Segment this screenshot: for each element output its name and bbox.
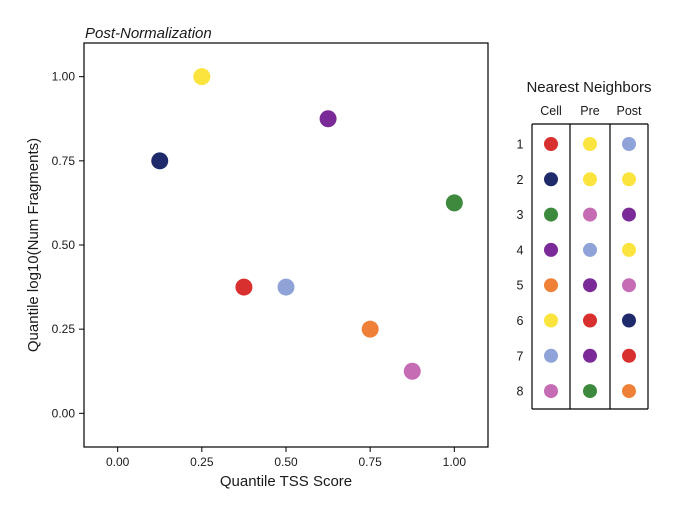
table-cell-dot-post bbox=[622, 242, 636, 257]
plot-frame bbox=[83, 42, 489, 448]
table-cell-dot-post bbox=[622, 313, 636, 328]
scatter-plot: Post-Normalization 0.00 0.25 0.50 0.75 1.00 … bbox=[25, 25, 489, 490]
table-row-label: 8 bbox=[517, 385, 524, 399]
table-title: Nearest Neighbors bbox=[526, 79, 651, 96]
table-cell-dot-cell bbox=[544, 207, 558, 222]
y-tick-label: 1.00 bbox=[52, 70, 76, 84]
table-cell-dot-pre bbox=[583, 313, 597, 328]
y-tick-label: 0.75 bbox=[52, 154, 76, 168]
table-cell-dot-post bbox=[622, 278, 636, 293]
table-cell-dot-post bbox=[622, 172, 636, 187]
table-cell-dot-cell bbox=[544, 242, 558, 257]
table-cell-dot-pre bbox=[583, 172, 597, 187]
y-tick-label: 0.25 bbox=[52, 322, 76, 336]
data-points bbox=[151, 68, 463, 380]
table-cell-dot-post bbox=[622, 348, 636, 363]
data-point-cell-4 bbox=[319, 110, 337, 128]
table-cell-dot-pre bbox=[583, 242, 597, 257]
data-point-cell-2 bbox=[151, 152, 169, 170]
data-point-cell-7 bbox=[277, 278, 295, 296]
y-tick-label: 0.50 bbox=[52, 238, 76, 252]
y-axis-title: Quantile log10(Num Fragments) bbox=[25, 138, 42, 352]
table-cell-dot-cell bbox=[544, 313, 558, 328]
table-cell-dot-cell bbox=[544, 137, 558, 151]
table-row-label: 6 bbox=[517, 314, 524, 328]
table-rows: 1 2 3 4 5 6 7 8 bbox=[517, 137, 636, 399]
table-cell-dot-pre bbox=[583, 348, 597, 363]
table-row-label: 2 bbox=[517, 173, 524, 187]
data-point-cell-6 bbox=[193, 68, 211, 86]
table-cell-dot-pre bbox=[583, 207, 597, 222]
table-row-label: 5 bbox=[517, 279, 524, 293]
table-headers: Cell Pre Post bbox=[540, 104, 642, 118]
data-point-cell-8 bbox=[403, 362, 421, 380]
table-row-label: 4 bbox=[517, 243, 524, 257]
table-header-pre: Pre bbox=[580, 104, 600, 118]
table-cell-dot-post bbox=[622, 207, 636, 222]
data-point-cell-3 bbox=[445, 194, 463, 212]
data-point-cell-1 bbox=[235, 278, 253, 296]
x-axis-title: Quantile TSS Score bbox=[220, 473, 352, 490]
data-point-cell-5 bbox=[361, 320, 379, 338]
table-header-post: Post bbox=[616, 104, 642, 118]
table-cell-dot-pre bbox=[583, 384, 597, 399]
table-cell-dot-cell bbox=[544, 384, 558, 399]
x-tick-label: 0.75 bbox=[358, 455, 382, 469]
plot-title: Post-Normalization bbox=[85, 25, 212, 42]
table-row-label: 3 bbox=[517, 208, 524, 222]
x-axis: 0.00 0.25 0.50 0.75 1.00 bbox=[106, 447, 466, 469]
table-cell-dot-pre bbox=[583, 278, 597, 293]
y-axis: 0.00 0.25 0.50 0.75 1.00 bbox=[52, 70, 84, 420]
table-header-cell: Cell bbox=[540, 104, 562, 118]
table-frame bbox=[531, 123, 649, 410]
x-tick-label: 0.00 bbox=[106, 455, 130, 469]
x-tick-label: 0.25 bbox=[190, 455, 214, 469]
table-row-label: 1 bbox=[517, 138, 524, 152]
y-tick-label: 0.00 bbox=[52, 406, 76, 420]
table-cell-dot-post bbox=[622, 137, 636, 151]
x-tick-label: 0.50 bbox=[274, 455, 298, 469]
table-cell-dot-post bbox=[622, 384, 636, 399]
table-cell-dot-cell bbox=[544, 172, 558, 187]
table-cell-dot-pre bbox=[583, 137, 597, 151]
x-tick-label: 1.00 bbox=[443, 455, 467, 469]
table-cell-dot-cell bbox=[544, 348, 558, 363]
table-cell-dot-cell bbox=[544, 278, 558, 293]
nearest-neighbors-table: Nearest Neighbors Cell Pre Post 1 2 3 4 5 6 7 8 bbox=[517, 79, 652, 410]
table-row-label: 7 bbox=[517, 349, 524, 363]
